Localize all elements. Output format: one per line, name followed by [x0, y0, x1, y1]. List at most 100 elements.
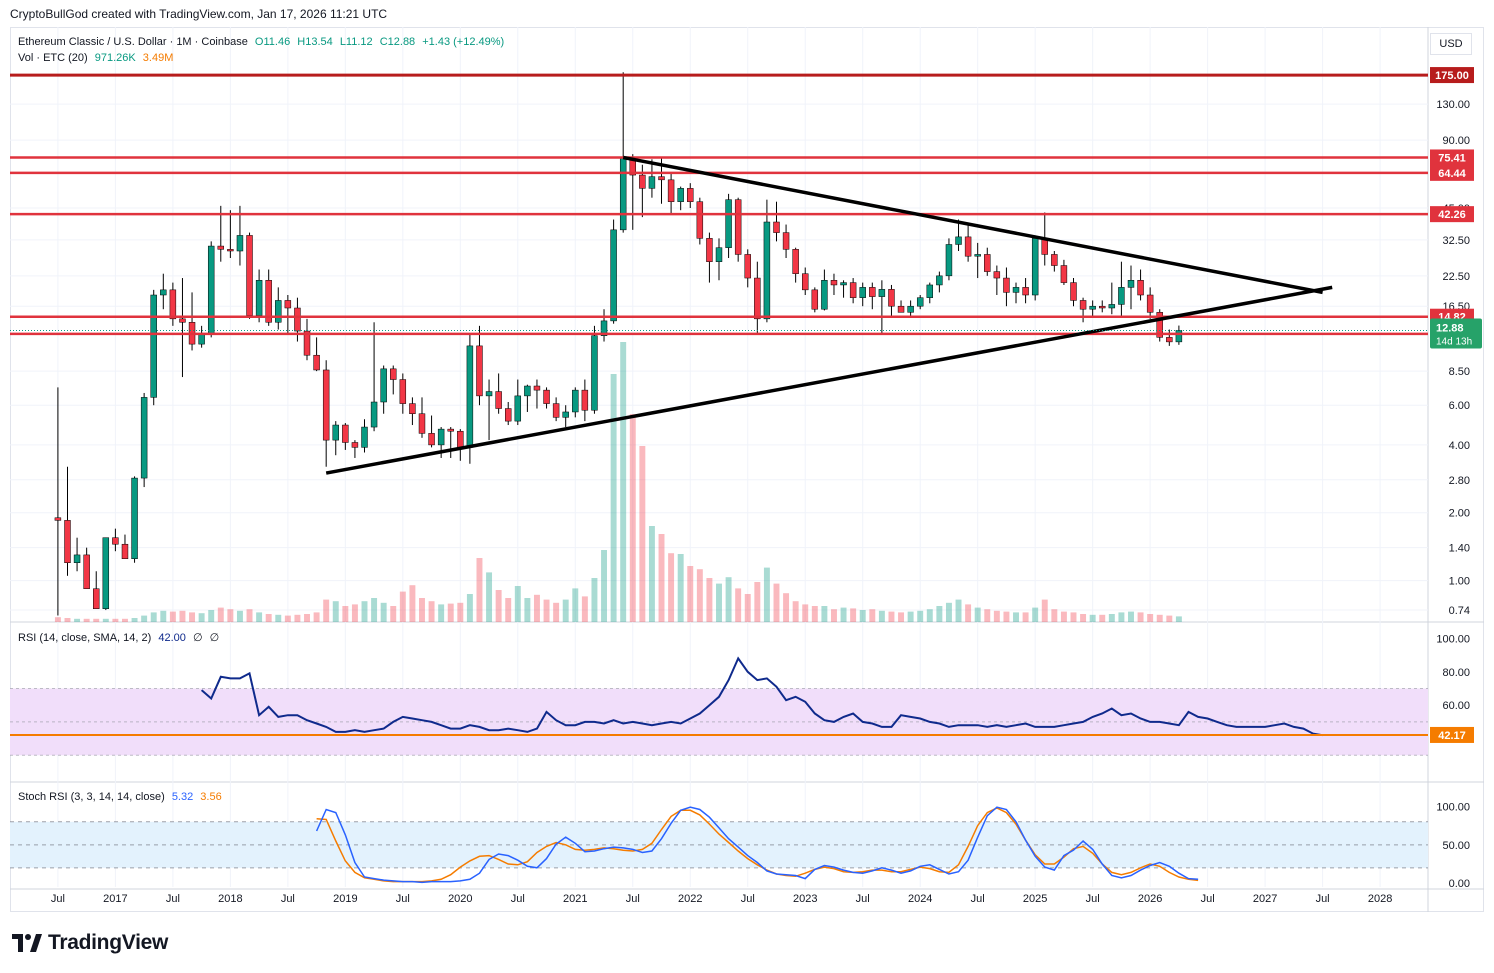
candle-body: [294, 307, 301, 332]
volume-bar: [754, 582, 761, 622]
stoch-label[interactable]: Stoch RSI (3, 3, 14, 14, close): [18, 791, 165, 803]
volume-bar: [236, 610, 243, 622]
candle-body: [696, 201, 704, 239]
rsi-level-label: 42.17: [1438, 730, 1466, 742]
candle-body: [140, 397, 148, 479]
countdown-label: 14d 13h: [1436, 336, 1472, 347]
rsi-label[interactable]: RSI (14, close, SMA, 14, 2): [18, 632, 152, 644]
candle-body: [792, 249, 799, 274]
last-price-box: [1430, 318, 1482, 349]
volume-bar: [581, 596, 588, 622]
volume-bar: [1108, 614, 1115, 622]
volume-bar: [179, 610, 186, 622]
price-tick-label: 2.80: [1449, 475, 1470, 487]
candle-body: [984, 254, 991, 272]
candle-body: [361, 426, 368, 448]
volume-bar: [1060, 611, 1067, 622]
symbol-title[interactable]: Ethereum Classic / U.S. Dollar · 1M · Co…: [18, 36, 248, 48]
volume-bar: [802, 604, 809, 622]
candle-body: [945, 244, 953, 277]
candle-body: [1108, 304, 1116, 309]
volume-bar: [64, 618, 71, 622]
candle-body: [897, 305, 905, 313]
volume-bar: [466, 594, 473, 622]
volume-bar: [840, 607, 847, 622]
x-tick-label: Jul: [856, 893, 870, 905]
volume-bar: [792, 601, 799, 622]
volume-bar: [1128, 611, 1134, 622]
candle-body: [236, 235, 244, 252]
candle-body: [802, 273, 809, 291]
rsi-tick-label: 60.00: [1442, 700, 1470, 712]
candle-body: [667, 179, 675, 202]
candle-body: [706, 238, 713, 262]
candle-body: [830, 280, 838, 286]
candle-body: [782, 232, 790, 250]
ohlc-close: C12.88: [379, 36, 416, 48]
rsi-value: 42.00: [158, 632, 186, 644]
candle-body: [476, 345, 483, 397]
volume-bar: [112, 618, 119, 622]
tradingview-logo[interactable]: TradingView: [12, 931, 168, 955]
x-tick-label: Jul: [971, 893, 985, 905]
candle-body: [936, 275, 943, 286]
volume-bar: [735, 588, 742, 622]
candle-body: [1022, 287, 1029, 296]
volume-bar: [1099, 614, 1106, 622]
volume-bar: [955, 599, 962, 622]
candle-body: [888, 289, 895, 307]
x-tick-label: Jul: [281, 893, 295, 905]
volume-bar: [1022, 612, 1029, 622]
candle-body: [112, 537, 119, 545]
volume-ma-value: 3.49M: [142, 52, 174, 64]
volume-bar: [265, 614, 272, 622]
stoch-tick-label: 0.00: [1449, 878, 1470, 890]
volume-bar: [658, 534, 665, 622]
volume-bar: [898, 612, 905, 622]
volume-bar: [1089, 614, 1096, 622]
chart-frame: [10, 27, 1484, 912]
volume-bar: [993, 610, 1000, 622]
candle-body: [131, 477, 138, 559]
candle-body: [840, 282, 847, 286]
price-tick-label: 22.50: [1442, 271, 1470, 283]
volume-bar: [773, 583, 780, 622]
level-label: 42.26: [1438, 209, 1466, 221]
candle-body: [1031, 238, 1039, 296]
volume-bar: [639, 446, 646, 622]
candle-body: [964, 236, 972, 257]
candle-body: [821, 280, 828, 310]
volume-bar: [284, 615, 291, 622]
stoch-k-line: [315, 806, 1199, 884]
volume-bar: [850, 608, 857, 622]
level-label: 64.44: [1438, 168, 1466, 180]
tradingview-logo-text: TradingView: [48, 931, 169, 954]
candle-body: [648, 176, 656, 189]
x-tick-label: Jul: [741, 893, 755, 905]
volume-bar: [371, 598, 378, 622]
candle-body: [849, 282, 857, 298]
volume-bar: [1166, 615, 1173, 622]
volume-label[interactable]: Vol · ETC (20): [18, 52, 88, 64]
candle-body: [859, 287, 866, 298]
price-tick-label: 4.00: [1449, 440, 1470, 452]
candle-body: [572, 389, 579, 413]
triangle-trendline: [622, 155, 1323, 295]
x-tick-label: 2019: [333, 893, 357, 905]
rsi-extra-1: ∅: [192, 632, 203, 644]
x-tick-label: 2027: [1253, 893, 1277, 905]
price-tick-label: 90.00: [1442, 135, 1470, 147]
volume-bar: [294, 614, 301, 622]
currency-button[interactable]: USD: [1430, 33, 1472, 55]
volume-bar: [591, 578, 598, 622]
candle-body: [916, 297, 924, 307]
volume-bar: [1041, 599, 1048, 622]
candle-body: [591, 335, 598, 411]
volume-bar: [390, 606, 397, 622]
x-tick-label: Jul: [166, 893, 180, 905]
volume-bar: [351, 604, 358, 622]
volume-bar: [313, 612, 320, 622]
volume-bar: [1051, 609, 1058, 622]
volume-bar: [1137, 612, 1144, 622]
